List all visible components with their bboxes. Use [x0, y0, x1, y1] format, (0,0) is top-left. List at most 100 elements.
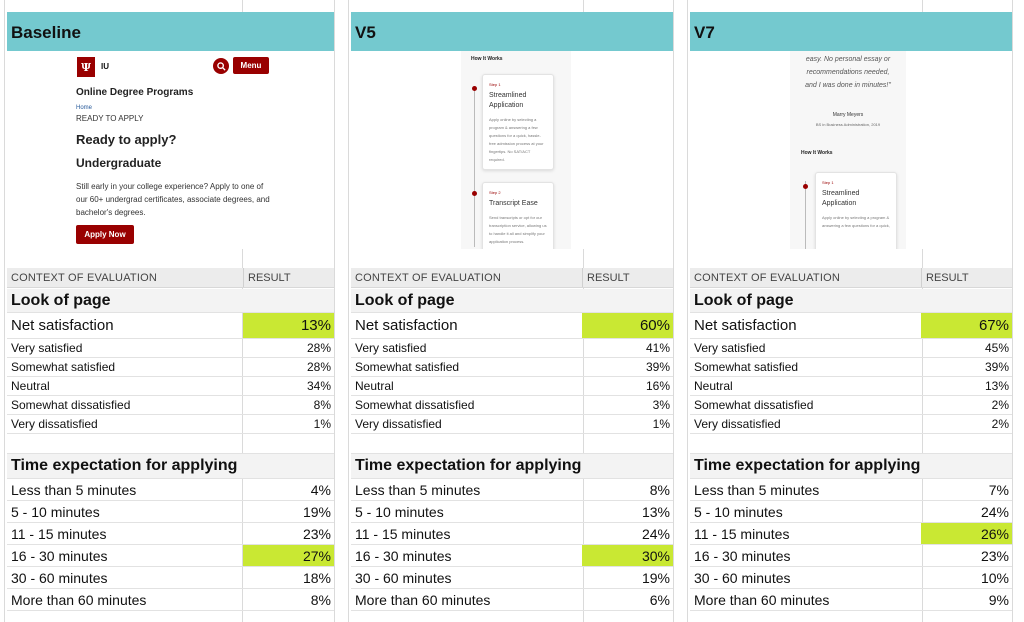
- row-value[interactable]: 2%: [991, 417, 1009, 431]
- step-title: Transcript Ease: [489, 200, 538, 207]
- row-value-highlighted[interactable]: 30%: [582, 545, 673, 566]
- row-value[interactable]: 8%: [313, 398, 331, 412]
- row-label[interactable]: Neutral: [355, 379, 394, 393]
- context-header[interactable]: CONTEXT OF EVALUATION: [11, 271, 157, 284]
- preview-description: Still early in your college experience? …: [76, 182, 270, 217]
- row-value[interactable]: 19%: [641, 569, 670, 586]
- row-label[interactable]: 5 - 10 minutes: [11, 503, 100, 520]
- row-label[interactable]: Very dissatisfied: [694, 417, 781, 431]
- net-satisfaction-value[interactable]: 13%: [243, 313, 334, 338]
- row-value[interactable]: 18%: [302, 569, 331, 586]
- row-label[interactable]: Less than 5 minutes: [694, 481, 820, 498]
- row-label[interactable]: Somewhat dissatisfied: [355, 398, 475, 412]
- row-label[interactable]: Neutral: [11, 379, 50, 393]
- row-label[interactable]: 30 - 60 minutes: [694, 569, 791, 586]
- row-label[interactable]: Somewhat dissatisfied: [694, 398, 814, 412]
- row-label[interactable]: More than 60 minutes: [355, 591, 491, 608]
- row-label[interactable]: 30 - 60 minutes: [11, 569, 108, 586]
- column-title[interactable]: V7: [690, 12, 1012, 51]
- row-label[interactable]: 16 - 30 minutes: [355, 547, 452, 564]
- row-label[interactable]: Neutral: [694, 379, 733, 393]
- column-title[interactable]: V5: [351, 12, 673, 51]
- row-value[interactable]: 34%: [306, 379, 331, 393]
- section-title[interactable]: Look of page: [694, 291, 794, 309]
- context-header[interactable]: CONTEXT OF EVALUATION: [694, 271, 840, 284]
- row-label[interactable]: Somewhat satisfied: [355, 360, 460, 374]
- table-row: Very dissatisfied 2%: [690, 415, 1012, 434]
- row-label[interactable]: 11 - 15 minutes: [355, 525, 451, 542]
- row-label[interactable]: Somewhat satisfied: [11, 360, 116, 374]
- row-value-highlighted[interactable]: 27%: [243, 545, 334, 566]
- row-value-highlighted[interactable]: 26%: [921, 523, 1012, 544]
- row-value[interactable]: 3%: [652, 398, 670, 412]
- row-value[interactable]: 28%: [306, 341, 331, 355]
- row-value[interactable]: 8%: [649, 481, 670, 498]
- row-value[interactable]: 39%: [984, 360, 1009, 374]
- column-title[interactable]: Baseline: [7, 12, 334, 51]
- row-value[interactable]: 41%: [645, 341, 670, 355]
- result-header[interactable]: RESULT: [582, 268, 673, 287]
- page-preview-baseline: Ψ IU Menu Online Degree Programs Home RE…: [7, 51, 334, 249]
- row-label[interactable]: 16 - 30 minutes: [11, 547, 108, 564]
- section-title[interactable]: Look of page: [11, 291, 111, 309]
- table-row: Somewhat satisfied 28%: [7, 358, 334, 377]
- row-value[interactable]: 6%: [649, 591, 670, 608]
- row-label[interactable]: 11 - 15 minutes: [11, 525, 107, 542]
- row-label[interactable]: Very satisfied: [11, 341, 83, 355]
- row-label[interactable]: Somewhat satisfied: [694, 360, 799, 374]
- row-label[interactable]: Less than 5 minutes: [11, 481, 137, 498]
- section-title[interactable]: Time expectation for applying: [355, 457, 582, 474]
- row-label[interactable]: Very dissatisfied: [355, 417, 442, 431]
- row-label[interactable]: 30 - 60 minutes: [355, 569, 452, 586]
- net-satisfaction-value[interactable]: 60%: [582, 313, 673, 338]
- row-value[interactable]: 13%: [984, 379, 1009, 393]
- row-value[interactable]: 45%: [984, 341, 1009, 355]
- result-header[interactable]: RESULT: [243, 268, 334, 287]
- row-label[interactable]: Very satisfied: [355, 341, 427, 355]
- row-label[interactable]: More than 60 minutes: [11, 591, 147, 608]
- section-title[interactable]: Time expectation for applying: [11, 457, 238, 474]
- table-row: More than 60 minutes 9%: [690, 589, 1012, 611]
- row-label[interactable]: Somewhat dissatisfied: [11, 398, 131, 412]
- row-value[interactable]: 23%: [980, 547, 1009, 564]
- row-value[interactable]: 39%: [645, 360, 670, 374]
- row-label[interactable]: 16 - 30 minutes: [694, 547, 791, 564]
- row-label[interactable]: More than 60 minutes: [694, 591, 830, 608]
- logo-text: IU: [101, 62, 109, 71]
- row-label[interactable]: 11 - 15 minutes: [694, 525, 790, 542]
- table-row: More than 60 minutes 8%: [7, 589, 334, 611]
- section-title[interactable]: Time expectation for applying: [694, 457, 921, 474]
- timeline-line: [805, 181, 806, 249]
- row-label[interactable]: Very dissatisfied: [11, 417, 98, 431]
- net-satisfaction-label[interactable]: Net satisfaction: [355, 317, 458, 334]
- row-label[interactable]: 5 - 10 minutes: [694, 503, 783, 520]
- step-label: Step 1: [489, 82, 501, 87]
- row-value[interactable]: 24%: [980, 503, 1009, 520]
- row-value[interactable]: 28%: [306, 360, 331, 374]
- row-label[interactable]: Less than 5 minutes: [355, 481, 481, 498]
- timeline-line: [474, 87, 475, 247]
- testimonial-degree: BS in Business Administration, 2019: [815, 122, 881, 127]
- row-value[interactable]: 9%: [988, 591, 1009, 608]
- row-value[interactable]: 19%: [302, 503, 331, 520]
- context-header[interactable]: CONTEXT OF EVALUATION: [355, 271, 501, 284]
- row-value[interactable]: 4%: [310, 481, 331, 498]
- row-value[interactable]: 7%: [988, 481, 1009, 498]
- row-value[interactable]: 24%: [641, 525, 670, 542]
- net-satisfaction-value[interactable]: 67%: [921, 313, 1012, 338]
- result-header[interactable]: RESULT: [921, 268, 1012, 287]
- row-label[interactable]: 5 - 10 minutes: [355, 503, 444, 520]
- section-title[interactable]: Look of page: [355, 291, 455, 309]
- row-value[interactable]: 1%: [652, 417, 670, 431]
- row-value[interactable]: 10%: [980, 569, 1009, 586]
- net-satisfaction-label[interactable]: Net satisfaction: [694, 317, 797, 334]
- row-value[interactable]: 23%: [302, 525, 331, 542]
- row-value[interactable]: 16%: [645, 379, 670, 393]
- row-label[interactable]: Very satisfied: [694, 341, 766, 355]
- net-satisfaction-label[interactable]: Net satisfaction: [11, 317, 114, 334]
- row-value[interactable]: 2%: [991, 398, 1009, 412]
- row-value[interactable]: 8%: [310, 591, 331, 608]
- row-value[interactable]: 1%: [313, 417, 331, 431]
- row-value[interactable]: 13%: [641, 503, 670, 520]
- step-card: Step 1 Streamlined Application Apply onl…: [482, 74, 554, 170]
